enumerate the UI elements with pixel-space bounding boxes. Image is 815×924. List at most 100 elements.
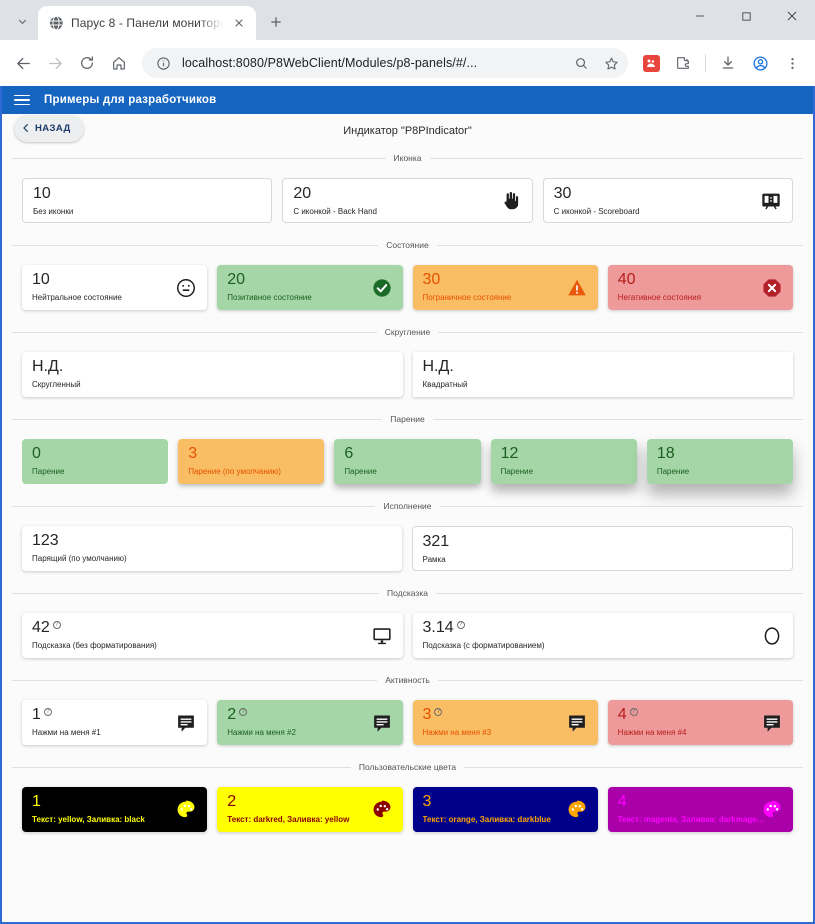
indicator-value-text: 20 — [227, 271, 246, 288]
help-hint-icon[interactable]: ? — [239, 708, 248, 716]
indicator-card[interactable]: 3? Нажми на меня #3 — [412, 700, 598, 745]
comment-lines-icon — [371, 712, 393, 734]
indicator-card[interactable]: 0 Парение — [22, 439, 169, 484]
indicator-card[interactable]: Н.Д. Квадратный — [412, 352, 793, 397]
section-label: Активность — [385, 675, 430, 685]
check-circle-icon — [371, 277, 393, 299]
indicator-card[interactable]: Н.Д. Скругленный — [22, 352, 403, 397]
search-icon[interactable] — [570, 52, 592, 74]
extension-icon[interactable] — [636, 48, 666, 78]
indicator-caption: Парение — [32, 467, 65, 476]
indicator-value-text: 0 — [32, 445, 41, 462]
download-icon[interactable] — [713, 48, 743, 78]
back-arrow-icon[interactable] — [8, 48, 38, 78]
indicator-card[interactable]: 42? Подсказка (без форматирования) — [22, 613, 403, 658]
indicator-caption: Негативное состояния — [617, 293, 702, 302]
indicator-value: 18 — [657, 445, 783, 463]
help-hint-icon[interactable]: ? — [43, 708, 52, 716]
indicator-card[interactable]: 10 Нейтральное состояние — [22, 265, 208, 310]
indicator-value: Н.Д. — [423, 358, 784, 376]
palette-icon — [175, 799, 197, 821]
indicator-card[interactable]: 1? Нажми на меня #1 — [22, 700, 208, 745]
indicator-value-text: 4 — [617, 793, 627, 810]
help-hint-icon[interactable]: ? — [456, 621, 465, 629]
home-icon[interactable] — [104, 48, 134, 78]
divider-line — [12, 157, 386, 159]
indicator-value-text: 321 — [422, 533, 450, 550]
indicator-card[interactable]: 123 Парящий (по умолчанию) — [22, 526, 402, 571]
section-label: Скругление — [384, 327, 431, 337]
indicator-card[interactable]: 30 Пограничное состояние — [412, 265, 598, 310]
star-icon[interactable] — [600, 52, 622, 74]
indicator-card[interactable]: 1 Текст: yellow, Заливка: black — [22, 787, 208, 832]
indicator-card[interactable]: 30 С иконкой - Scoreboard — [542, 178, 793, 223]
info-circle-icon[interactable] — [152, 52, 174, 74]
indicator-value-text: 123 — [32, 532, 59, 549]
tab-strip: Парус 8 - Панели мониторинг — [0, 0, 815, 40]
page-filler — [2, 844, 813, 922]
puzzle-icon[interactable] — [668, 48, 698, 78]
indicator-card-row: 123 Парящий (по умолчанию) 321 Рамка — [2, 516, 813, 583]
indicator-value: 12 — [501, 445, 627, 463]
indicator-card[interactable]: 321 Рамка — [411, 526, 793, 571]
minimize-icon[interactable] — [677, 0, 723, 32]
indicator-card[interactable]: 3.14? Подсказка (с форматированием) — [412, 613, 793, 658]
indicator-value: 1? — [32, 706, 197, 724]
indicator-card-row: 10 Нейтральное состояние 20 Позитивное сос… — [2, 255, 813, 322]
indicator-value-text: 10 — [32, 271, 50, 288]
indicator-card[interactable]: 4? Нажми на меня #4 — [607, 700, 793, 745]
browser-tab[interactable]: Парус 8 - Панели мониторинг — [38, 6, 256, 40]
indicator-caption: Текст: yellow, Заливка: black — [32, 815, 145, 824]
indicator-card[interactable]: 3 Парение (по умолчанию) — [178, 439, 325, 484]
indicator-value-text: 12 — [500, 445, 519, 462]
address-bar[interactable]: localhost:8080/P8WebClient/Modules/p8-pa… — [142, 48, 628, 78]
chevron-down-icon[interactable] — [8, 7, 36, 35]
indicator-value: 4 — [618, 793, 783, 811]
indicator-card[interactable]: 18 Парение — [646, 439, 794, 484]
window-close-icon[interactable] — [769, 0, 815, 32]
indicator-value: 3? — [423, 706, 588, 724]
page-content: НАЗАД Индикатор "P8PIndicator" Иконка 10… — [2, 114, 813, 922]
hamburger-menu-icon[interactable] — [14, 94, 30, 106]
indicator-card[interactable]: 10 Без иконки — [22, 178, 273, 223]
help-hint-icon[interactable]: ? — [629, 708, 638, 716]
plus-icon[interactable] — [262, 8, 290, 36]
indicator-section: Иконка 10 Без иконки 20 С иконкой - Back Ha… — [2, 148, 813, 235]
profile-avatar-icon[interactable] — [745, 48, 775, 78]
indicator-value-text: 3 — [422, 793, 432, 810]
indicator-value: 1 — [32, 793, 197, 811]
indicator-card[interactable]: 2? Нажми на меня #2 — [217, 700, 403, 745]
divider-line — [12, 679, 378, 681]
indicator-card[interactable]: 4 Текст: magenta, Заливка: darkmage… — [607, 787, 793, 832]
indicator-card[interactable]: 12 Парение — [490, 439, 637, 484]
forward-arrow-icon[interactable] — [40, 48, 70, 78]
reload-icon[interactable] — [72, 48, 102, 78]
indicator-card[interactable]: 40 Негативное состояния — [607, 265, 793, 310]
indicator-card[interactable]: 20 Позитивное состояние — [217, 265, 403, 310]
maximize-icon[interactable] — [723, 0, 769, 32]
indicator-card[interactable]: 6 Парение — [334, 439, 481, 484]
section-label: Состояние — [386, 240, 429, 250]
indicator-value: 10 — [33, 185, 261, 203]
help-hint-icon[interactable]: ? — [434, 708, 443, 716]
indicator-value: 30 — [554, 185, 782, 203]
indicator-value-text: 3 — [188, 445, 198, 462]
indicator-card[interactable]: 2 Текст: darkred, Заливка: yellow — [217, 787, 403, 832]
indicator-value-text: 40 — [617, 271, 636, 288]
page-header: НАЗАД Индикатор "P8PIndicator" — [2, 114, 813, 148]
indicator-value: 3.14? — [423, 619, 784, 637]
help-hint-icon[interactable]: ? — [52, 621, 61, 629]
indicator-section: Парение 0 Парение 3 Парение (по умолчанию) 6… — [2, 409, 813, 496]
indicator-card[interactable]: 3 Текст: orange, Заливка: darkblue — [412, 787, 598, 832]
back-button[interactable]: НАЗАД — [14, 115, 84, 142]
comment-lines-icon — [175, 712, 197, 734]
section-divider: Подсказка — [2, 583, 813, 603]
palette-icon — [566, 799, 588, 821]
indicator-value-text: 1 — [32, 793, 41, 810]
indicator-caption: Подсказка (с форматированием) — [422, 641, 545, 650]
indicator-card[interactable]: 20 С иконкой - Back Hand — [282, 178, 533, 223]
three-dots-menu-icon[interactable] — [777, 48, 807, 78]
close-icon[interactable] — [230, 14, 248, 32]
palette-icon — [761, 799, 783, 821]
